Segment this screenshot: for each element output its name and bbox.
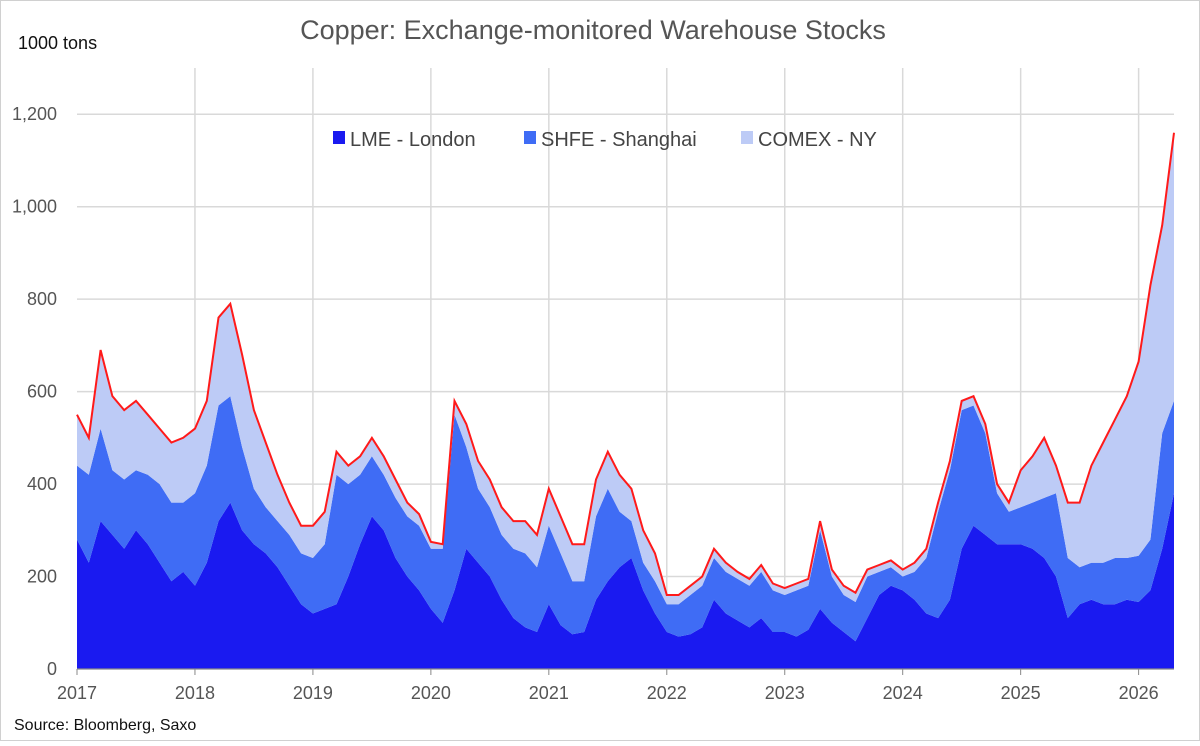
x-tick-label: 2026	[1119, 683, 1159, 703]
legend-label-2: SHFE - Shanghai	[541, 129, 697, 151]
x-tick-label: 2020	[411, 683, 451, 703]
area-series-2	[77, 396, 1174, 642]
area-layer	[77, 132, 1174, 669]
y-tick-label: 200	[27, 567, 57, 587]
total-stock-line	[76, 132, 1175, 596]
legend-swatch-2	[524, 131, 536, 144]
y-tick-label: 1,200	[12, 104, 57, 124]
x-tick-label: 2022	[647, 683, 687, 703]
legend: LME - London SHFE - Shanghai COMEX - NY	[333, 129, 877, 151]
legend-label-1: LME - London	[350, 129, 476, 151]
legend-swatch-1	[333, 131, 345, 144]
total-line-layer	[76, 132, 1175, 596]
source-note: Source: Bloomberg, Saxo	[14, 717, 196, 734]
legend-swatch-3	[741, 131, 753, 144]
axis-layer: 0 200 400 600 800 1,000 1,200 2017 2018 2019 2020 2…	[12, 104, 1174, 703]
x-tick-label: 2024	[883, 683, 923, 703]
y-tick-label: 600	[27, 382, 57, 402]
y-tick-label: 400	[27, 474, 57, 494]
x-tick-label: 2021	[529, 683, 569, 703]
area-series-3	[77, 132, 1174, 605]
y-tick-label: 0	[47, 659, 57, 679]
y-tick-label: 1,000	[12, 197, 57, 217]
chart-title: Copper: Exchange-monitored Warehouse Sto…	[300, 15, 886, 45]
x-tick-label: 2019	[293, 683, 333, 703]
x-tick-label: 2023	[765, 683, 805, 703]
legend-label-3: COMEX - NY	[758, 129, 877, 151]
x-tick-label: 2018	[175, 683, 215, 703]
x-tick-label: 2017	[57, 683, 97, 703]
y-tick-label: 800	[27, 289, 57, 309]
area-series-1	[77, 493, 1174, 669]
y-axis-unit-label: 1000 tons	[18, 33, 97, 53]
x-tick-label: 2025	[1001, 683, 1041, 703]
